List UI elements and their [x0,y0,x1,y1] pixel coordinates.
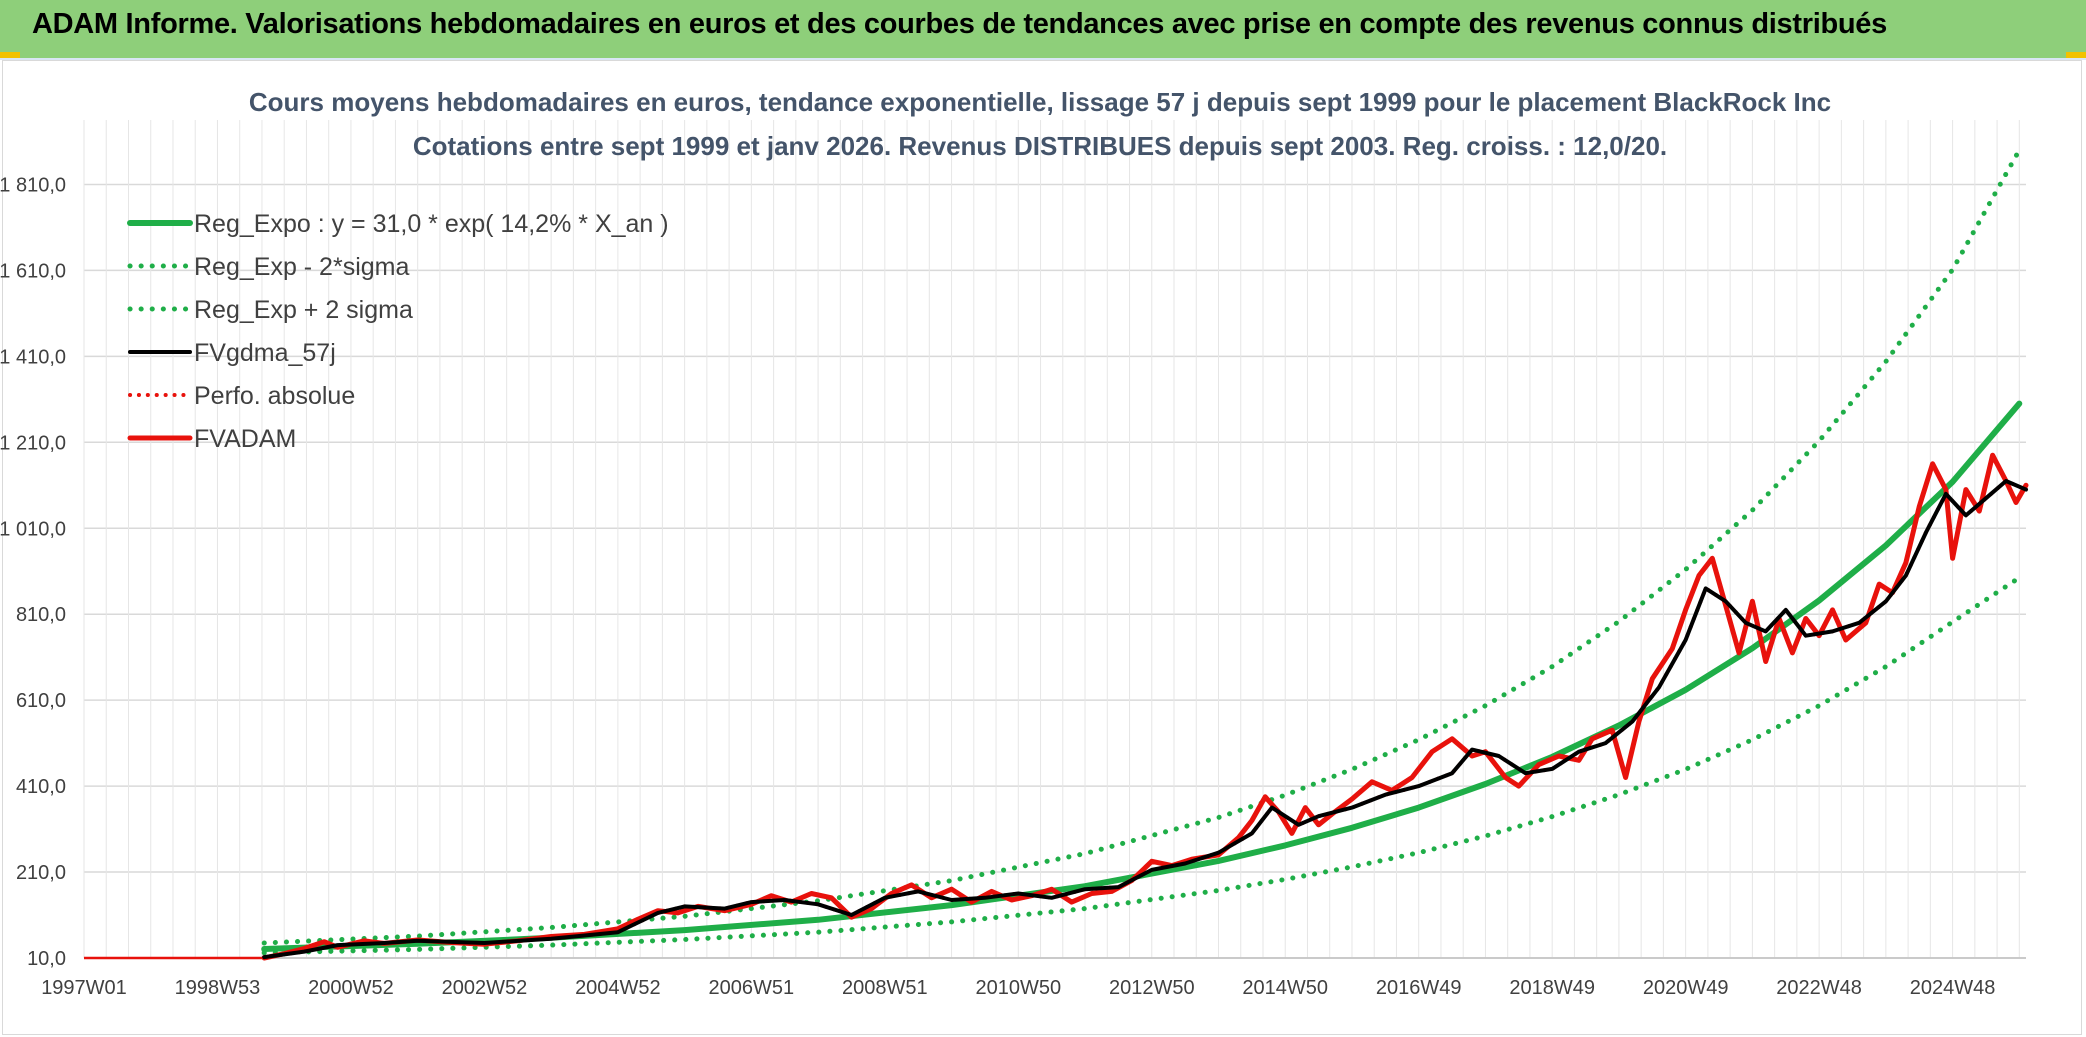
series-line-fvgdma-57j [262,479,2028,960]
legend-label: Reg_Expo : y = 31,0 * exp( 14,2% * X_an … [194,210,669,238]
chart-grid [83,120,2026,959]
x-tick-label: 2010W50 [975,977,1061,999]
y-tick-label: 810,0 [16,604,66,626]
x-tick-label: 2000W52 [308,977,394,999]
y-tick-label: 10,0 [27,948,66,970]
legend: Reg_Expo : y = 31,0 * exp( 14,2% * X_an … [127,210,669,453]
y-tick-label: 610,0 [16,690,66,712]
chart-frame [2,60,2082,1035]
series-line-reg-exp-2-sigma [261,147,2022,946]
legend-label: Reg_Exp - 2*sigma [194,253,409,281]
chart-subtitle: Cotations entre sept 1999 et janv 2026. … [413,131,1667,161]
corner-accent-right [2066,52,2086,58]
y-tick-label: 1 810,0 [0,174,66,196]
series-line-reg-expo [261,400,2023,952]
x-tick-label: 2006W51 [709,977,795,999]
x-tick-label: 2024W48 [1910,977,1996,999]
y-tick-label: 210,0 [16,862,66,884]
y-axis: 10,0 210,0 410,0 610,0 810,0 1 010,0 1 210,0 1 … [0,174,66,970]
y-tick-label: 1 010,0 [0,518,66,540]
x-tick-label: 2018W49 [1509,977,1595,999]
header-banner: ADAM Informe. Valorisations hebdomadaire… [0,0,2086,60]
y-tick-label: 1 410,0 [0,346,66,368]
legend-label: FVADAM [194,425,296,453]
corner-accent-left [0,52,20,58]
x-tick-label: 2016W49 [1376,977,1462,999]
legend-label: Reg_Exp + 2 sigma [194,296,413,324]
x-tick-label: 2004W52 [575,977,661,999]
x-axis: 1997W01 1998W53 2000W52 2002W52 2004W52 2006W… [41,977,1995,999]
x-tick-label: 2002W52 [442,977,528,999]
x-tick-label: 1998W53 [175,977,261,999]
x-tick-label: 1997W01 [41,977,127,999]
chart-title: Cours moyens hebdomadaires en euros, ten… [249,87,1831,117]
y-tick-label: 410,0 [16,776,66,798]
x-tick-label: 2012W50 [1109,977,1195,999]
x-tick-label: 2008W51 [842,977,928,999]
series-line-fvadam [261,452,2029,961]
x-tick-label: 2022W48 [1776,977,1862,999]
y-tick-label: 1 610,0 [0,260,66,282]
x-tick-label: 2020W49 [1643,977,1729,999]
legend-label: Perfo. absolue [194,382,355,410]
legend-label: FVgdma_57j [194,339,336,367]
series-line-reg-exp-2-sigma [261,575,2022,956]
y-tick-label: 1 210,0 [0,432,66,454]
series-layer [84,147,2029,961]
report-title: ADAM Informe. Valorisations hebdomadaire… [32,8,1887,40]
x-tick-label: 2014W50 [1242,977,1328,999]
